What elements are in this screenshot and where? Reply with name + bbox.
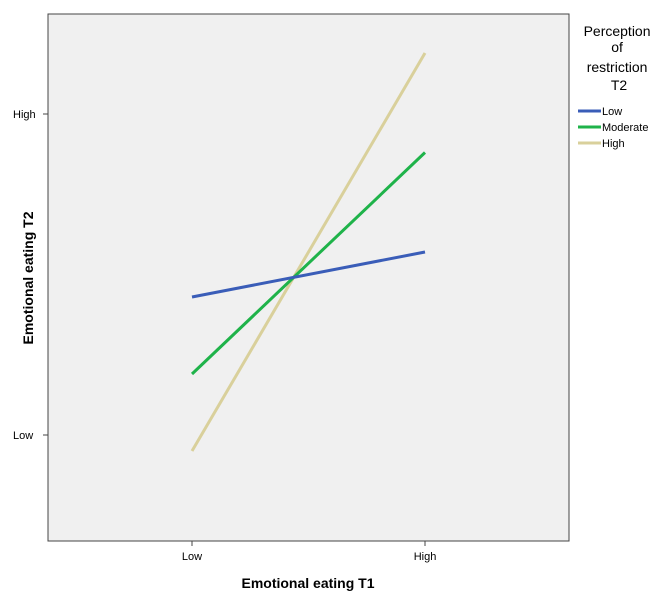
x-axis-title: Emotional eating T1 bbox=[241, 575, 374, 591]
series-line-high bbox=[190, 52, 427, 452]
y-axis-ticks: Low High bbox=[13, 109, 48, 442]
legend-title-line-4: T2 bbox=[611, 77, 628, 93]
plot-area bbox=[47, 13, 570, 542]
legend-title-line-2: of bbox=[611, 39, 623, 55]
legend-title: Perception of restriction T2 bbox=[584, 23, 655, 93]
legend-title-line-3: restriction bbox=[587, 59, 648, 75]
series-lines bbox=[190, 52, 427, 452]
legend-label-moderate: Moderate bbox=[602, 122, 648, 134]
x-tick-label: Low bbox=[182, 551, 202, 563]
legend-label-high: High bbox=[602, 138, 625, 150]
x-tick-label: High bbox=[414, 551, 437, 563]
legend-label-low: Low bbox=[602, 106, 622, 118]
legend: Perception of restriction T2 Low Moderate… bbox=[578, 23, 655, 150]
y-tick-label: Low bbox=[13, 430, 33, 442]
y-axis-title: Emotional eating T2 bbox=[20, 211, 36, 344]
series-line-low bbox=[191, 250, 426, 299]
x-axis-ticks: Low High bbox=[182, 541, 436, 563]
legend-items: Low Moderate High bbox=[578, 106, 648, 150]
legend-title-line-1: Perception bbox=[584, 23, 651, 39]
y-tick-label: High bbox=[13, 109, 36, 121]
series-line-moderate bbox=[190, 151, 427, 376]
